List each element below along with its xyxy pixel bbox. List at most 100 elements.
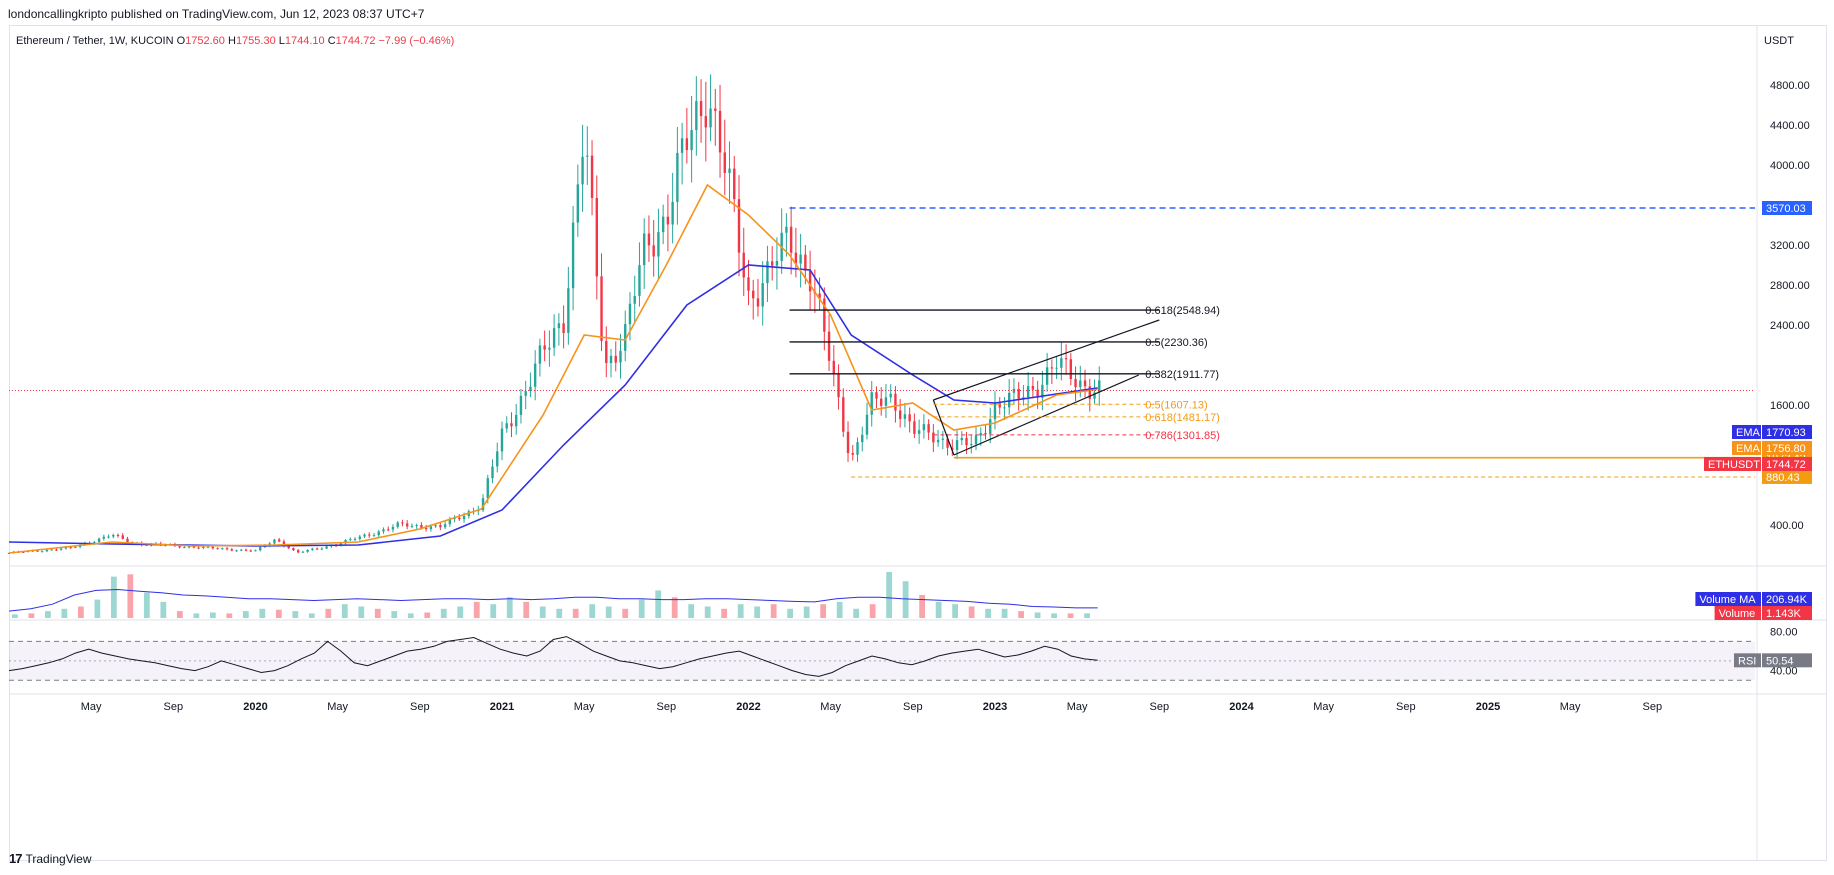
candle-body — [401, 522, 404, 524]
volume-bar — [671, 597, 678, 618]
candle-body — [870, 392, 873, 415]
volume-bar — [160, 601, 167, 618]
volume-bar — [902, 581, 909, 618]
volume-bar — [358, 606, 365, 618]
candle-body — [306, 549, 309, 552]
candle-body — [1026, 386, 1030, 398]
x-tick-label: Sep — [903, 701, 923, 713]
volume-bar — [292, 611, 299, 618]
price-tag-name: EMA — [1736, 427, 1761, 439]
volume-bar — [589, 604, 596, 618]
fib-level-label: 0.382(1911.77) — [1145, 369, 1219, 381]
chart-frame — [9, 25, 1827, 861]
candle-body — [282, 541, 286, 546]
candle-body — [605, 340, 608, 364]
candle-body — [955, 440, 959, 451]
volume-bar — [968, 606, 975, 618]
candle-body — [344, 539, 347, 544]
volume-bar — [325, 608, 332, 618]
candle-body — [619, 350, 622, 363]
candle-body — [932, 432, 935, 443]
candle-body — [946, 438, 949, 448]
x-tick-label: May — [820, 701, 841, 713]
candle-body — [434, 525, 437, 527]
candle-body — [794, 252, 798, 264]
candle-body — [311, 548, 314, 550]
candle-body — [429, 526, 433, 530]
candle-body — [50, 549, 53, 551]
candle-body — [571, 222, 575, 289]
y-tick-label: 4800.00 — [1770, 80, 1810, 92]
currency-label: USDT — [1764, 35, 1794, 47]
candle-body — [832, 360, 836, 374]
candles — [7, 74, 1101, 554]
trend-line — [932, 399, 955, 456]
candle-body — [121, 535, 124, 539]
candle-body — [244, 549, 248, 551]
candle-body — [609, 355, 613, 364]
volume-bar — [176, 611, 183, 618]
candle-body — [567, 288, 570, 334]
candle-body — [505, 423, 508, 429]
candle-body — [36, 550, 39, 552]
volume-bar — [523, 601, 530, 618]
volume-bar — [490, 604, 497, 618]
candle-body — [40, 551, 44, 553]
candle-body — [349, 539, 352, 541]
candle-body — [856, 442, 859, 455]
x-tick-label: 2025 — [1476, 701, 1500, 713]
candle-body — [775, 260, 779, 266]
candle-body — [287, 545, 290, 549]
volume-bar — [127, 574, 134, 618]
candle-body — [894, 393, 897, 411]
candle-body — [292, 548, 295, 551]
candle-body — [590, 155, 594, 198]
y-tick-label: 2400.00 — [1770, 320, 1810, 332]
volume-bar — [556, 608, 563, 618]
x-tick-label: 2024 — [1229, 701, 1254, 713]
candle-body — [1017, 388, 1020, 399]
candle-body — [789, 226, 793, 253]
rsi-tick-label: 80.00 — [1770, 627, 1798, 639]
price-tag-value: 1770.93 — [1766, 427, 1806, 439]
candle-body — [827, 331, 831, 361]
candle-body — [1098, 380, 1101, 393]
candle-body — [799, 254, 802, 264]
candle-body — [491, 466, 494, 479]
candle-body — [415, 525, 418, 527]
volume-bar — [886, 572, 893, 618]
candle-body — [396, 522, 399, 527]
candle-body — [230, 549, 233, 551]
candle-body — [936, 439, 940, 443]
volume-bar — [28, 613, 35, 618]
candle-body — [420, 525, 423, 528]
volume-tag-value-bg — [1762, 606, 1812, 620]
x-tick-label: 2022 — [736, 701, 760, 713]
candle-body — [913, 421, 916, 434]
candle-body — [666, 216, 670, 225]
volume-bar — [143, 592, 150, 618]
candle-body — [742, 252, 745, 278]
volume-bar — [688, 604, 695, 618]
candle-body — [818, 293, 821, 299]
volume-bar — [226, 613, 233, 618]
candle-body — [7, 553, 11, 554]
candle-body — [93, 542, 96, 544]
volume-bar — [391, 611, 398, 618]
candle-body — [377, 531, 380, 536]
candle-body — [102, 536, 106, 539]
rsi-tag-name: RSI — [1738, 655, 1756, 667]
candle-body — [889, 393, 892, 398]
rsi-tag-value-bg — [1762, 653, 1812, 668]
footer-brand[interactable]: 17 TradingView — [9, 851, 92, 866]
candle-body — [586, 155, 589, 157]
candle-body — [737, 199, 741, 253]
candle-body — [733, 168, 736, 200]
volume-bar — [539, 606, 546, 618]
candle-body — [576, 184, 580, 223]
candle-body — [865, 414, 869, 435]
price-tag-value-bg — [1762, 457, 1812, 471]
candle-body — [45, 549, 49, 552]
candle-body — [908, 414, 911, 422]
